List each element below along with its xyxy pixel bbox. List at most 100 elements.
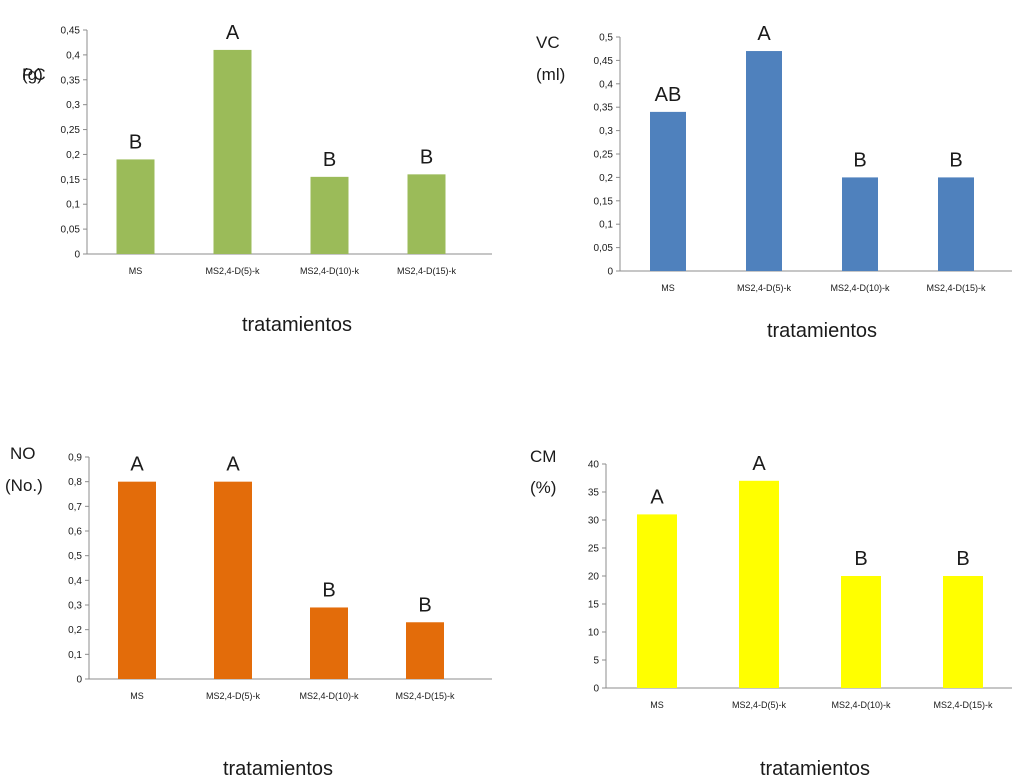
- y-axis-label: PC: [22, 65, 46, 84]
- significance-label: B: [853, 149, 866, 171]
- bar-vc-4: [938, 177, 974, 271]
- y-tick-label: 0: [593, 684, 599, 695]
- bar-pc-1: [116, 159, 155, 254]
- significance-label: AB: [655, 84, 682, 106]
- y-tick-label: 10: [588, 628, 600, 639]
- y-tick-label: 0,05: [61, 225, 81, 236]
- significance-label: B: [323, 149, 336, 171]
- y-tick-label: 0,4: [599, 79, 613, 90]
- bar-no-1: [118, 481, 156, 679]
- x-tick-label: MS: [129, 266, 143, 276]
- y-tick-label: 0,35: [594, 103, 614, 114]
- x-axis-label: tratamientos: [242, 314, 352, 336]
- x-tick-label: MS: [650, 700, 664, 710]
- y-tick-label: 15: [588, 600, 600, 611]
- y-tick-label: 0,2: [68, 625, 82, 636]
- y-axis-unit-label: (%): [530, 478, 556, 497]
- significance-label: B: [322, 579, 335, 601]
- y-tick-label: 0,3: [66, 100, 80, 111]
- chart-panel-cm: 0 5 10 15 20 25 30 35 40 MS A MS2,4-D(5)-k A MS2,4-D(…: [530, 447, 1012, 780]
- bar-cm-4: [943, 576, 983, 688]
- x-tick-label: MS2,4-D(5)-k: [206, 691, 261, 701]
- bar-vc-3: [842, 177, 878, 271]
- y-tick-label: 0,2: [66, 150, 80, 161]
- bar-cm-1: [637, 514, 677, 688]
- y-tick-label: 0,35: [61, 75, 81, 86]
- significance-label: B: [418, 594, 431, 616]
- y-tick-label: 0,2: [599, 173, 613, 184]
- y-tick-label: 0,4: [66, 50, 80, 61]
- bar-vc-1: [650, 111, 686, 271]
- y-tick-label: 0,25: [594, 150, 614, 161]
- y-tick-label: 0: [607, 267, 613, 278]
- significance-label: A: [130, 454, 144, 476]
- y-tick-label: 0,7: [68, 502, 82, 513]
- y-tick-label: 0,4: [68, 576, 82, 587]
- x-tick-label: MS2,4-D(5)-k: [732, 700, 787, 710]
- x-tick-label: MS2,4-D(15)-k: [926, 283, 986, 293]
- x-tick-label: MS: [130, 691, 144, 701]
- bar-cm-3: [841, 576, 881, 688]
- chart-panel-vc: 00,050,10,150,20,250,30,350,40,450,5MSAB…: [536, 23, 1012, 342]
- significance-label: B: [854, 548, 867, 570]
- x-tick-label: MS2,4-D(15)-k: [933, 700, 993, 710]
- x-tick-label: MS2,4-D(10)-k: [300, 266, 360, 276]
- y-tick-label: 25: [588, 544, 600, 555]
- bar-vc-2: [746, 51, 782, 271]
- significance-label: B: [420, 146, 433, 168]
- y-tick-label: 0,05: [594, 243, 614, 254]
- significance-label: B: [956, 548, 969, 570]
- significance-label: B: [949, 149, 962, 171]
- y-tick-label: 0,1: [68, 650, 82, 661]
- bar-cm-2: [739, 480, 779, 688]
- bar-pc-4: [407, 174, 446, 254]
- y-tick-label: 0,5: [68, 551, 82, 562]
- bar-pc-2: [213, 49, 252, 255]
- significance-label: A: [226, 22, 240, 44]
- y-tick-label: 0,15: [594, 196, 614, 207]
- x-tick-label: MS2,4-D(10)-k: [831, 700, 891, 710]
- y-tick-label: 0,15: [61, 175, 81, 186]
- y-tick-label: 0,5: [599, 33, 613, 44]
- y-tick-label: 0,45: [594, 56, 614, 67]
- y-tick-label: 0,6: [68, 527, 82, 538]
- y-axis-label: CM: [530, 447, 556, 466]
- y-tick-label: 0,25: [61, 125, 81, 136]
- significance-label: A: [757, 23, 771, 45]
- y-tick-label: 0,9: [68, 453, 82, 464]
- y-tick-label: 5: [593, 656, 599, 667]
- y-axis-unit-label: (No.): [5, 476, 43, 495]
- x-tick-label: MS2,4-D(15)-k: [397, 266, 457, 276]
- y-tick-label: 40: [588, 460, 600, 471]
- significance-label: A: [650, 486, 664, 508]
- bar-no-3: [310, 607, 348, 679]
- bar-no-4: [406, 622, 444, 679]
- y-axis-unit-label: (g): [22, 65, 43, 84]
- y-tick-label: 0,3: [599, 126, 613, 137]
- x-tick-label: MS2,4-D(15)-k: [395, 691, 455, 701]
- y-axis-label: NO: [10, 444, 36, 463]
- chart-panel-pc: 0 0,05 0,1 0,15 0,2 0,25 0,3 0,35 0,4 0,45 MS B MS2,…: [22, 22, 492, 336]
- y-axis-unit-label: (ml): [536, 65, 565, 84]
- y-axis-label: VC: [536, 33, 560, 52]
- bar-no-2: [214, 481, 252, 679]
- y-tick-label: 0,1: [599, 220, 613, 231]
- y-tick-label: 0,8: [68, 477, 82, 488]
- y-tick-label: 0,45: [61, 26, 81, 37]
- y-tick-label: 0: [76, 675, 82, 686]
- bar-pc-3: [310, 176, 349, 254]
- significance-label: B: [129, 131, 142, 153]
- significance-label: A: [226, 454, 240, 476]
- y-tick-label: 0: [74, 250, 80, 261]
- y-tick-label: 35: [588, 488, 600, 499]
- x-tick-label: MS2,4-D(5)-k: [737, 283, 792, 293]
- significance-label: A: [752, 453, 766, 475]
- y-tick-label: 30: [588, 516, 600, 527]
- y-tick-label: 0,3: [68, 601, 82, 612]
- y-tick-label: 20: [588, 572, 600, 583]
- x-axis-label: tratamientos: [767, 320, 877, 342]
- chart-panel-no: 0 0,1 0,2 0,3 0,4 0,5 0,6 0,7 0,8 0,9 MS A MS2,4-D(5…: [5, 444, 492, 780]
- x-axis-label: tratamientos: [223, 758, 333, 780]
- x-axis-label: tratamientos: [760, 758, 870, 780]
